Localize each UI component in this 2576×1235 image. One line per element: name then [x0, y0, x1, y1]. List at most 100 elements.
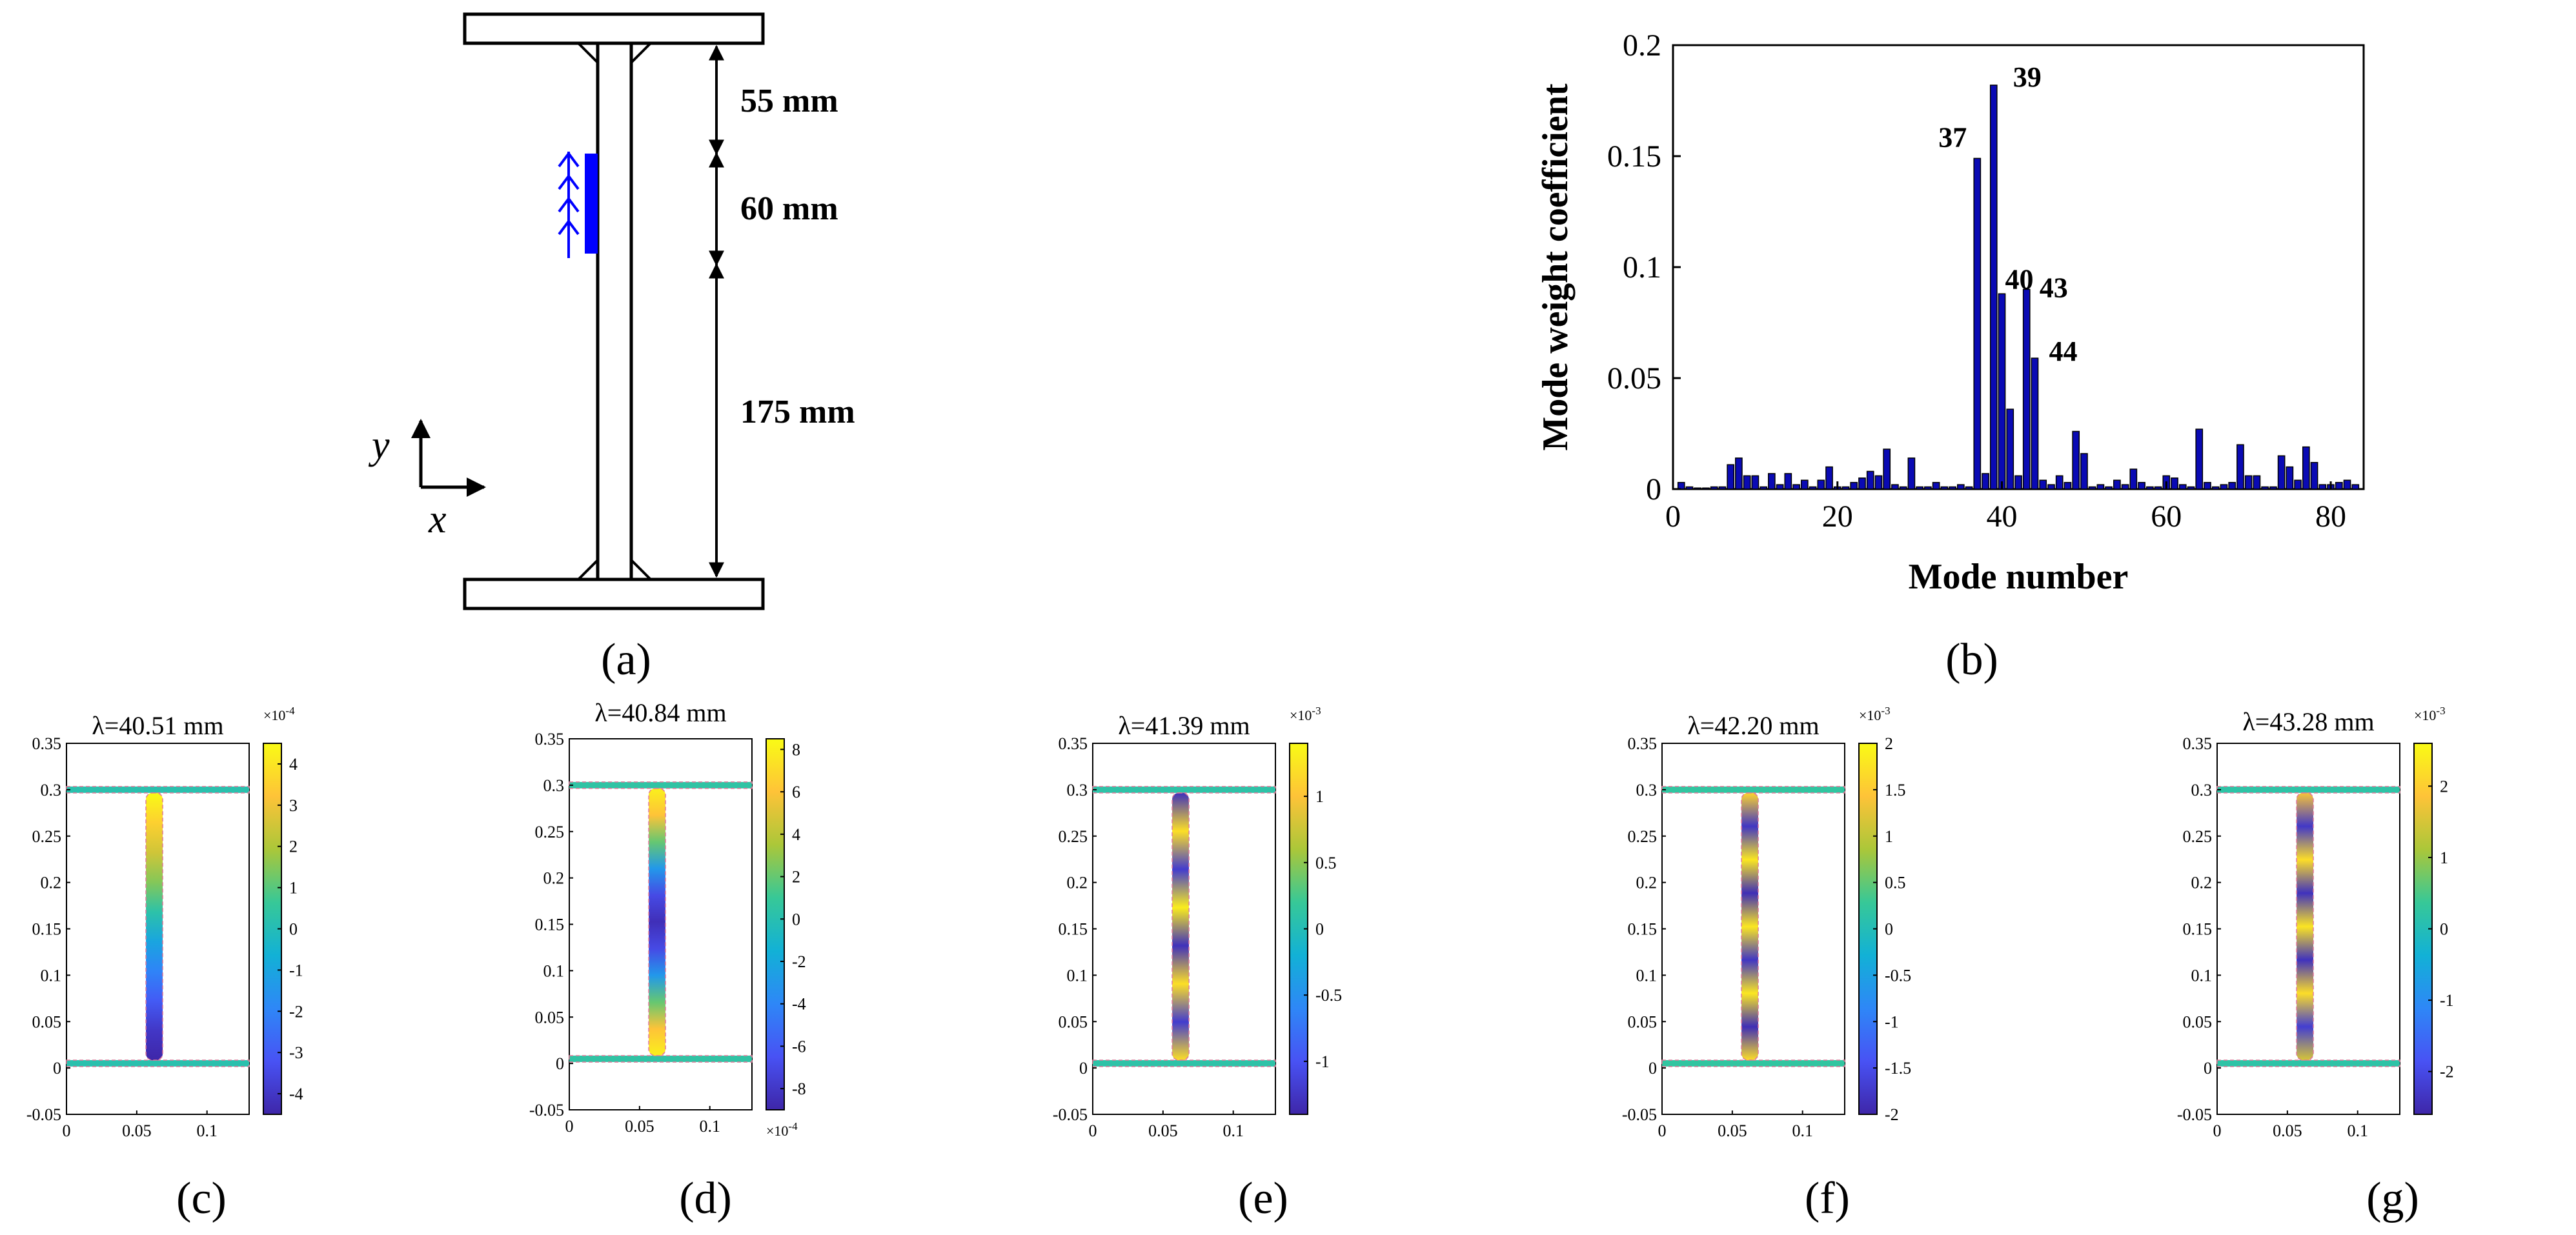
bar: [2138, 481, 2145, 490]
bar: [1883, 448, 1891, 490]
flange-field: [2216, 786, 2400, 794]
y-tick-label: 0: [1648, 1059, 1657, 1078]
panel-title: λ=40.51 mm: [92, 711, 223, 740]
y-tick-label: 0: [53, 1059, 61, 1078]
y-tick-label: 0.3: [41, 781, 62, 799]
y-axis-title: Mode weight coefficient: [1536, 83, 1576, 450]
bar: [2302, 446, 2310, 490]
bar: [1965, 486, 1973, 490]
bar: [2121, 484, 2129, 490]
mode-shape-panel: λ=40.84 mm0 0.05 0.1-0.0500.050.10.150.20.…: [529, 698, 806, 1139]
y-tick-label: -0.05: [2177, 1105, 2212, 1124]
bar: [1817, 479, 1825, 490]
bar: [2211, 486, 2220, 490]
bar-annotation: 37: [1938, 121, 1967, 153]
bar: [2178, 484, 2187, 490]
mode-shape-panel: λ=42.20 mm0 0.05 0.1-0.0500.050.10.150.20.…: [1622, 705, 1911, 1140]
bar: [2080, 453, 2088, 490]
y-tick-label: 0.2: [1623, 28, 1661, 63]
flange-field: [569, 1055, 753, 1063]
colorbar-tick-label: 0: [792, 910, 800, 929]
y-tick-label: 0.15: [1628, 920, 1658, 939]
x-tick-label: 0: [1658, 1121, 1667, 1140]
y-tick-label: 0.15: [1059, 920, 1088, 939]
dimension-label: 60 mm: [740, 190, 838, 227]
bar: [2253, 475, 2261, 490]
bar: [1858, 477, 1866, 490]
bottom-weld-right: [630, 559, 652, 581]
bar: [2006, 408, 2014, 490]
panel-label: (g): [2366, 1174, 2419, 1223]
y-tick-label: 0: [1079, 1059, 1088, 1078]
colorbar-tick-label: 1: [1885, 827, 1893, 846]
colorbar-tick-label: 0.5: [1315, 854, 1337, 872]
colorbar-tick-label: 1: [2440, 848, 2448, 867]
y-tick-label: 0: [1646, 472, 1661, 507]
bar: [2171, 477, 2178, 490]
colorbar-tick-label: 2: [792, 868, 800, 887]
colorbar-tick-label: 0: [2440, 920, 2448, 939]
colorbar-tick-label: 0.5: [1885, 874, 1906, 892]
web-field: [1741, 792, 1759, 1061]
y-tick-label: 0.3: [543, 776, 565, 795]
colorbar-tick-label: 2: [1885, 734, 1893, 753]
y-axis-label: y: [368, 423, 390, 467]
y-tick-label: 0.35: [535, 730, 565, 748]
bar: [2220, 484, 2228, 490]
y-tick-label: 0.25: [1059, 827, 1088, 846]
bar-annotation: 40: [2005, 263, 2034, 295]
bar: [2286, 466, 2294, 490]
bar: [1751, 475, 1760, 490]
bar: [2145, 486, 2154, 490]
x-tick-label: 0.05: [1148, 1121, 1178, 1140]
bar: [2055, 475, 2064, 490]
panel-label: (b): [1945, 635, 1998, 685]
y-tick-label: 0.05: [2183, 1012, 2213, 1031]
x-tick-label: 0: [1665, 499, 1681, 534]
bar: [2096, 484, 2105, 490]
colorbar-exponent: ×10-4: [766, 1120, 798, 1139]
x-tick-label: 0.1: [2347, 1121, 2368, 1140]
y-tick-label: 0.1: [1067, 966, 1088, 985]
bar: [1940, 486, 1949, 490]
x-tick-label: 80: [2315, 499, 2346, 534]
bar: [2195, 428, 2204, 490]
i-beam-schematic: 55 mm 60 mm 175 mm y x: [368, 12, 855, 610]
bar: [2294, 479, 2302, 490]
bar: [1989, 85, 1998, 490]
bar: [2318, 484, 2327, 490]
bar: [2031, 357, 2039, 490]
y-tick-label: 0.05: [32, 1012, 62, 1031]
bar: [1891, 484, 1899, 490]
bar: [2047, 484, 2055, 490]
y-tick-label: 0.25: [1628, 827, 1658, 846]
bar-annotation: 39: [2013, 61, 2042, 93]
y-tick-label: 0.2: [1636, 874, 1658, 892]
bar: [2310, 461, 2318, 490]
bar: [2039, 479, 2047, 490]
bar: [1874, 475, 1883, 490]
bar: [2072, 430, 2080, 490]
bar: [1916, 486, 1923, 490]
panel-label: (c): [176, 1174, 227, 1223]
web-field: [145, 792, 163, 1061]
colorbar-tick-label: -2: [1885, 1105, 1899, 1124]
bar: [1982, 473, 1989, 490]
y-tick-label: 0.35: [1059, 734, 1088, 753]
colorbar: [766, 738, 785, 1110]
panel-label: (e): [1238, 1174, 1288, 1223]
y-tick-label: 0.3: [2191, 781, 2213, 799]
flange-field: [2216, 1059, 2400, 1067]
bar-annotation: 43: [2040, 272, 2068, 303]
flange-field: [1661, 1059, 1845, 1067]
bar: [1956, 484, 1965, 490]
colorbar-tick-label: -4: [289, 1085, 303, 1103]
x-tick-label: 0.05: [1718, 1121, 1747, 1140]
bar: [2154, 486, 2162, 490]
colorbar-tick-label: -3: [289, 1043, 303, 1062]
flange-field: [569, 781, 753, 789]
bar: [1784, 473, 1792, 490]
bar: [2022, 288, 2031, 490]
bar: [2129, 468, 2138, 490]
top-weld-left: [577, 42, 599, 64]
